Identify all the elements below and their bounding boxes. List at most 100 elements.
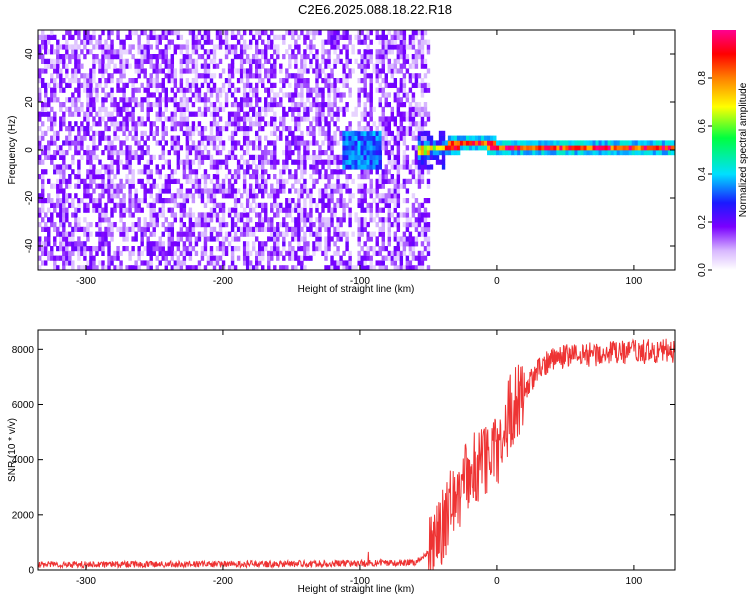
spectrogram-cell xyxy=(197,178,202,184)
spectrogram-cell xyxy=(140,54,144,60)
spectrogram-cell xyxy=(336,30,340,36)
spectrogram-cell xyxy=(218,202,223,208)
spectrogram-cell xyxy=(173,73,178,79)
spectrogram-cell xyxy=(176,135,181,141)
spectrogram-cell xyxy=(399,54,404,60)
spectrogram-cell xyxy=(56,58,60,64)
spectrogram-cell xyxy=(122,68,126,74)
spectrogram-cell xyxy=(242,130,247,136)
spectrogram-cell xyxy=(137,169,141,175)
spectrogram-cell xyxy=(71,169,75,175)
spectrogram-cell xyxy=(224,154,229,160)
spectrogram-cell xyxy=(384,44,388,50)
spectrogram-cell xyxy=(155,34,159,40)
spectrogram-cell xyxy=(50,198,54,204)
spectrogram-cell xyxy=(164,255,168,261)
spectrogram-cell xyxy=(140,30,144,36)
spectrogram-cell xyxy=(131,202,135,208)
spectrogram-cell xyxy=(294,82,298,88)
spectrogram-cell xyxy=(321,87,325,93)
spectrogram-cell xyxy=(158,250,162,256)
spectrogram-cell xyxy=(110,188,114,194)
spectrogram-cell xyxy=(212,174,217,180)
spectrogram-cell xyxy=(384,121,388,127)
spectrogram-cell xyxy=(92,140,96,146)
spectrogram-cell xyxy=(447,140,452,146)
spectrogram-cell xyxy=(59,207,63,213)
spectrogram-cell xyxy=(89,265,93,270)
spectrogram-cell xyxy=(92,145,96,151)
spectrogram-cell xyxy=(333,207,337,213)
spectrogram-cell xyxy=(369,140,373,146)
spectrogram-cell xyxy=(414,126,419,132)
spectrogram-cell xyxy=(405,68,410,74)
spectrogram-cell xyxy=(71,202,75,208)
spectrogram-cell xyxy=(197,87,202,93)
spectrogram-cell xyxy=(393,198,398,204)
spectrogram-cell xyxy=(330,207,334,213)
spectrogram-cell xyxy=(185,150,190,156)
spectrogram-cell xyxy=(158,39,162,45)
spectrogram-cell xyxy=(541,150,545,156)
spectrogram-cell xyxy=(242,39,247,45)
spectrogram-cell xyxy=(294,87,298,93)
spectrogram-cell xyxy=(327,126,331,132)
spectrogram-cell xyxy=(224,193,229,199)
spectrogram-cell xyxy=(173,92,178,98)
spectrogram-cell xyxy=(221,68,226,74)
spectrogram-cell xyxy=(191,30,196,36)
spectrogram-cell xyxy=(119,183,123,189)
spectrogram-cell xyxy=(610,140,615,146)
spectrogram-cell xyxy=(68,236,72,242)
spectrogram-cell xyxy=(98,111,102,117)
spectrogram-cell xyxy=(369,111,373,117)
spectrogram-cell xyxy=(68,106,72,112)
spectrogram-cell xyxy=(83,39,87,45)
spectrogram-cell xyxy=(411,121,416,127)
spectrogram-cell xyxy=(264,49,268,55)
spectrogram-cell xyxy=(95,222,99,228)
spectrogram-cell xyxy=(297,193,301,199)
spectrogram-cell xyxy=(203,39,208,45)
spectrogram-cell xyxy=(50,222,54,228)
spectrogram-cell xyxy=(342,63,346,69)
spectrogram-cell xyxy=(282,150,286,156)
spectrogram-cell xyxy=(297,78,301,84)
spectrogram-cell xyxy=(420,58,425,64)
spectrogram-cell xyxy=(414,164,419,170)
spectrogram-cell xyxy=(306,106,310,112)
spectrogram-cell xyxy=(194,126,199,132)
spectrogram-cell xyxy=(297,188,301,194)
spectrogram-cell xyxy=(324,265,328,270)
spectrogram-cell xyxy=(357,255,361,261)
spectrogram-cell xyxy=(68,241,72,247)
spectrogram-cell xyxy=(65,164,69,170)
spectrogram-cell xyxy=(149,63,153,69)
spectrogram-cell xyxy=(77,207,81,213)
spectrogram-cell xyxy=(420,260,425,266)
spectrogram-cell xyxy=(140,97,144,103)
spectrogram-cell xyxy=(116,159,120,165)
spectrogram-cell xyxy=(333,63,337,69)
spectrogram-cell xyxy=(294,92,298,98)
spectrogram-cell xyxy=(405,188,410,194)
spectrogram-cell xyxy=(74,207,78,213)
spectrogram-cell xyxy=(333,78,337,84)
spectrogram-cell xyxy=(251,265,256,270)
spectrogram-cell xyxy=(520,145,524,151)
spectrogram-cell xyxy=(577,140,581,146)
spectrogram-cell xyxy=(233,236,238,242)
spectrogram-cell xyxy=(366,236,370,242)
spectrogram-cell xyxy=(414,159,419,165)
spectrogram-cell xyxy=(568,145,572,151)
spectrogram-cell xyxy=(396,30,401,36)
spectrogram-cell xyxy=(185,78,190,84)
spectrogram-cell xyxy=(276,102,280,108)
spectrogram-cell xyxy=(164,58,168,64)
spectrogram-cell xyxy=(56,54,60,60)
spectrogram-cell xyxy=(369,169,373,175)
spectrogram-cell xyxy=(95,44,99,50)
spectrogram-cell xyxy=(197,111,202,117)
spectrogram-cell xyxy=(369,178,373,184)
spectrogram-cell xyxy=(134,202,138,208)
